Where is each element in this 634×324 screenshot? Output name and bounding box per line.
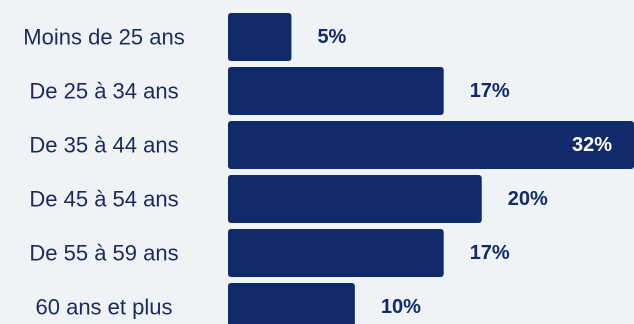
category-label: De 25 à 34 ans: [29, 79, 178, 104]
value-label: 5%: [317, 26, 346, 48]
bar: [228, 175, 482, 223]
category-label: De 35 à 44 ans: [29, 133, 178, 158]
value-label: 17%: [470, 242, 510, 264]
category-label: De 55 à 59 ans: [29, 241, 178, 266]
value-label: 10%: [381, 296, 421, 318]
category-label: 60 ans et plus: [36, 295, 173, 320]
bars-group: Moins de 25 ans 5% De 25 à 34 ans 17% De 35 …: [23, 13, 634, 324]
bar: [228, 229, 444, 277]
bar: [228, 13, 292, 61]
value-label: 20%: [508, 188, 548, 210]
value-label: 32%: [572, 134, 612, 156]
bar: [228, 121, 634, 169]
category-label: De 45 à 54 ans: [29, 187, 178, 212]
bar: [228, 67, 444, 115]
value-label: 17%: [470, 80, 510, 102]
bar: [228, 283, 355, 324]
category-label: Moins de 25 ans: [23, 25, 184, 50]
